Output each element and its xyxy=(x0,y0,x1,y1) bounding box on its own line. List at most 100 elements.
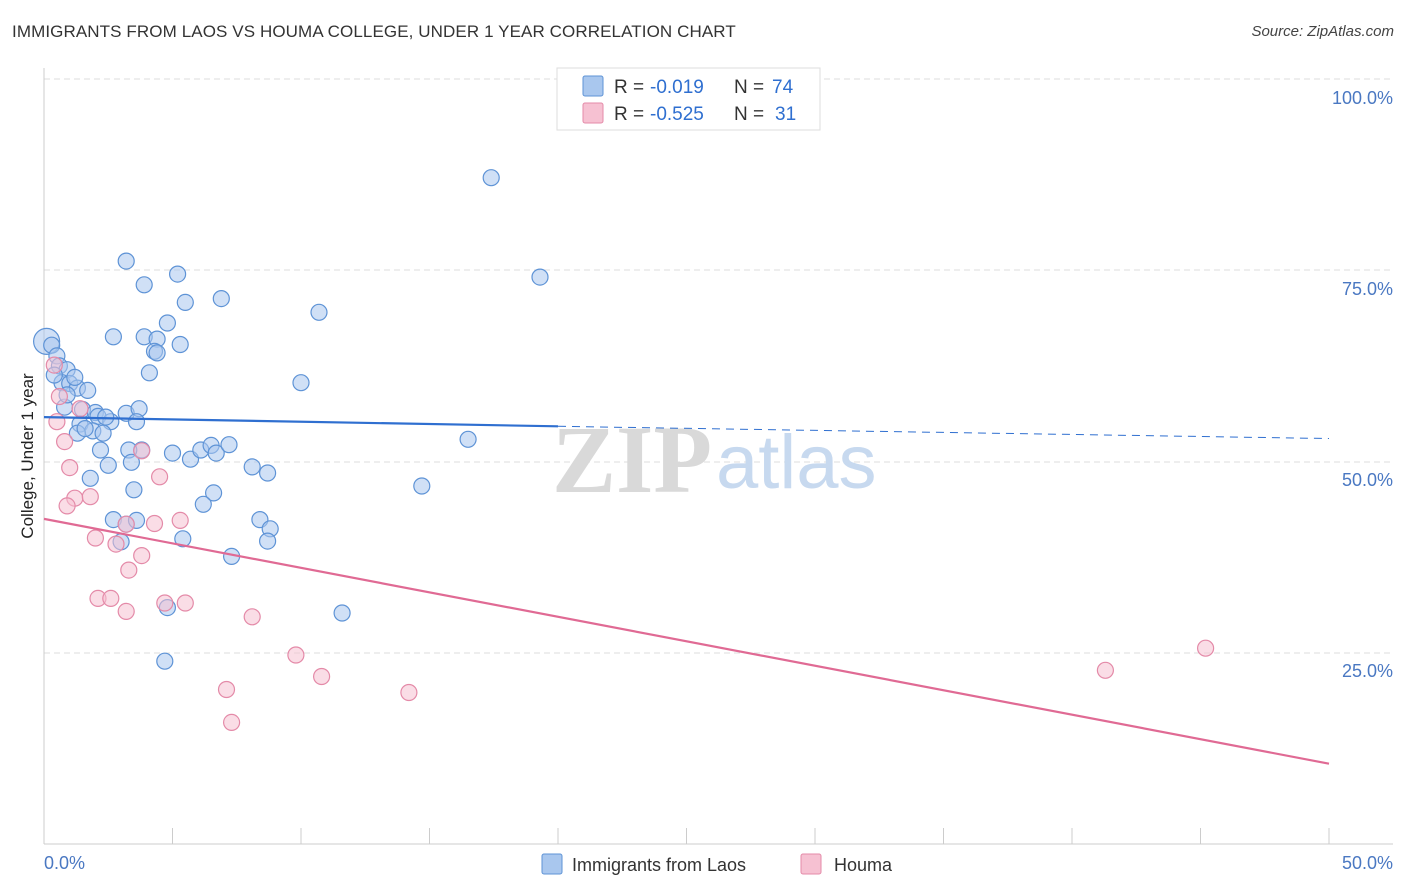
legend-swatch-blue xyxy=(582,75,604,97)
houma-point xyxy=(58,497,76,515)
watermark-atlas: atlas xyxy=(716,420,877,505)
houma-point xyxy=(1196,639,1215,657)
houma-point xyxy=(313,667,331,686)
laos-point xyxy=(243,458,261,476)
houma-point xyxy=(81,488,99,506)
laos-point xyxy=(79,381,97,399)
laos-point xyxy=(135,276,153,294)
y-tick-label-50: 50.0% xyxy=(1342,470,1393,490)
legend-n-label-2: N = xyxy=(734,104,764,125)
laos-point xyxy=(158,314,176,332)
correlation-legend: R = -0.019 N = 74 R = -0.525 N = 31 xyxy=(556,67,821,131)
laos-point xyxy=(482,169,500,187)
laos-point xyxy=(176,293,194,311)
legend-n-value-2: 31 xyxy=(775,104,796,125)
houma-point xyxy=(133,546,151,565)
laos-point xyxy=(125,481,143,499)
laos-point xyxy=(156,652,174,670)
y-tick-label-100: 100.0% xyxy=(1332,88,1393,108)
gridlines xyxy=(44,78,1393,654)
houma-point xyxy=(50,387,69,406)
houma-point xyxy=(176,594,194,612)
houma-point xyxy=(102,589,120,608)
houma-point xyxy=(1096,661,1115,679)
laos-point xyxy=(259,464,277,482)
laos-point xyxy=(292,374,310,392)
houma-point xyxy=(171,511,189,530)
laos-point xyxy=(459,430,477,448)
houma-point xyxy=(120,561,138,579)
houma-point xyxy=(71,400,89,418)
watermark-zip: ZIP xyxy=(552,406,712,513)
houma-point xyxy=(107,535,125,553)
y-axis-title: College, Under 1 year xyxy=(18,373,37,539)
legend-swatch-pink xyxy=(582,102,604,124)
laos-point xyxy=(148,344,166,362)
houma-point xyxy=(217,680,236,699)
legend-r-value-1: -0.019 xyxy=(650,77,704,98)
laos-trend-line-extension xyxy=(557,425,1330,440)
laos-point xyxy=(94,424,112,442)
houma-point xyxy=(48,413,66,431)
houma-point xyxy=(151,468,169,486)
series-legend: Immigrants from Laos Houma xyxy=(541,853,893,875)
houma-trend-line xyxy=(43,517,1330,765)
laos-point xyxy=(174,530,192,548)
source-label: Source: ZipAtlas.com xyxy=(1251,23,1394,40)
y-tick-label-75: 75.0% xyxy=(1342,279,1393,299)
laos-point xyxy=(259,532,277,550)
laos-point xyxy=(171,335,189,354)
laos-point xyxy=(413,477,431,495)
laos-point xyxy=(220,436,238,454)
houma-point xyxy=(86,529,105,547)
legend-n-value-1: 74 xyxy=(772,77,794,98)
laos-point xyxy=(531,268,549,286)
houma-point xyxy=(400,683,418,702)
laos-point xyxy=(140,364,158,382)
chart-title: IMMIGRANTS FROM LAOS VS HOUMA COLLEGE, U… xyxy=(12,22,736,41)
houma-point xyxy=(287,646,305,664)
houma-point xyxy=(223,713,241,732)
x-tick-label-max: 50.0% xyxy=(1342,853,1393,873)
laos-point xyxy=(127,413,146,431)
bottom-legend-swatch-laos xyxy=(541,853,563,875)
x-axis-ticks xyxy=(43,828,1330,844)
y-tick-label-25: 25.0% xyxy=(1342,661,1393,681)
series-immigrants-from-laos xyxy=(32,169,549,670)
laos-point xyxy=(212,290,230,308)
bottom-legend-label-laos: Immigrants from Laos xyxy=(572,855,746,875)
bottom-legend-swatch-houma xyxy=(800,853,822,875)
laos-point xyxy=(310,303,328,321)
laos-point xyxy=(163,444,182,462)
legend-r-value-2: -0.525 xyxy=(650,104,704,125)
legend-n-label-1: N = xyxy=(734,77,764,98)
laos-point xyxy=(207,444,225,462)
legend-r-label-1: R = xyxy=(614,77,644,98)
bottom-legend-label-houma: Houma xyxy=(834,855,893,875)
x-tick-label-min: 0.0% xyxy=(44,853,85,873)
laos-point xyxy=(76,420,94,438)
trend-lines xyxy=(43,416,1330,765)
laos-point xyxy=(194,495,212,513)
laos-point xyxy=(205,484,223,502)
houma-point xyxy=(243,608,261,626)
laos-point xyxy=(91,441,110,459)
houma-point xyxy=(156,594,174,612)
houma-point xyxy=(117,602,135,621)
laos-point xyxy=(117,252,135,270)
laos-point xyxy=(169,265,187,283)
laos-point xyxy=(99,456,117,474)
laos-point xyxy=(122,453,140,471)
laos-point xyxy=(104,328,123,346)
houma-point xyxy=(61,459,79,477)
legend-r-label-2: R = xyxy=(614,104,644,125)
laos-trend-line xyxy=(43,416,559,428)
laos-point xyxy=(66,368,84,386)
houma-point xyxy=(117,515,135,533)
houma-point xyxy=(55,433,74,451)
laos-point xyxy=(81,469,99,487)
houma-point xyxy=(133,442,151,460)
laos-point xyxy=(333,604,351,622)
houma-point xyxy=(45,356,63,374)
